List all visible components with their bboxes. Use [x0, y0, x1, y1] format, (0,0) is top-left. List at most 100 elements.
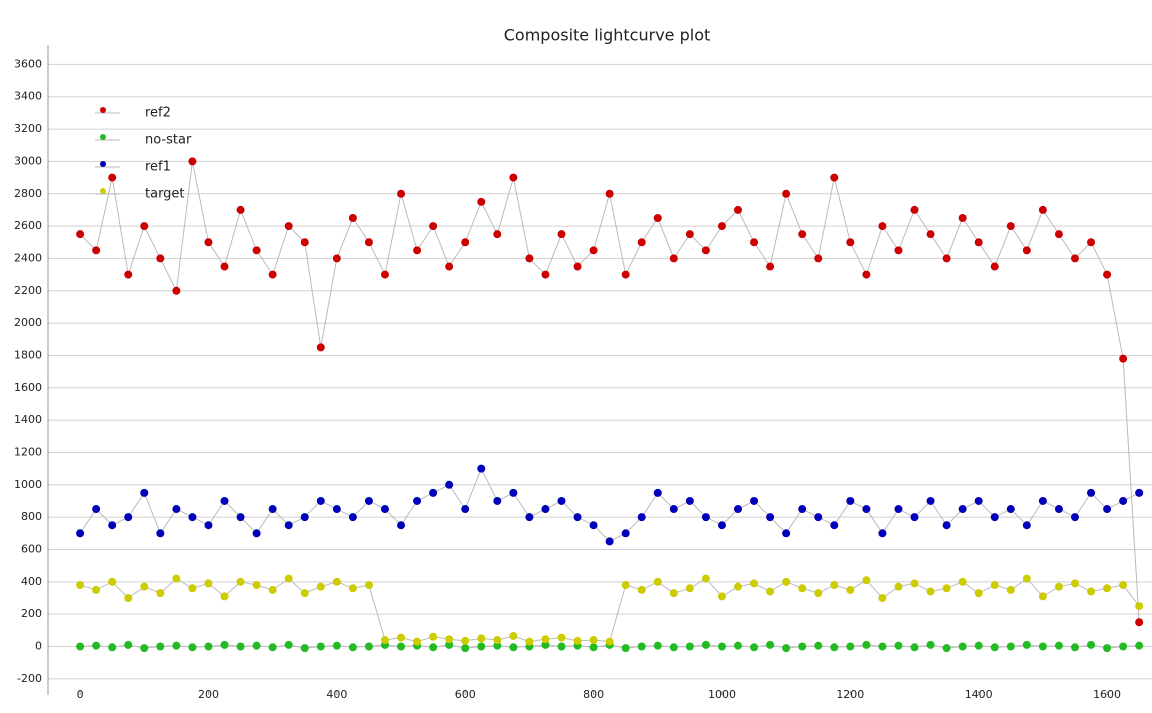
point — [1038, 205, 1047, 214]
point — [846, 238, 855, 247]
point — [798, 642, 807, 651]
point — [156, 254, 165, 263]
point — [830, 521, 839, 530]
point — [734, 582, 742, 591]
point — [669, 505, 678, 514]
x-tick-label: 1400 — [965, 688, 993, 701]
point — [910, 513, 919, 522]
legend-label: target — [145, 187, 185, 202]
point — [525, 513, 534, 522]
point — [348, 584, 357, 593]
point — [445, 262, 454, 271]
point — [477, 197, 486, 206]
point — [814, 513, 823, 522]
x-tick-label: 800 — [583, 688, 604, 701]
point — [750, 643, 759, 652]
point — [942, 644, 951, 653]
point — [493, 641, 502, 650]
point — [477, 634, 486, 643]
point — [156, 589, 165, 598]
point — [413, 496, 422, 505]
point — [204, 642, 213, 651]
point — [284, 640, 293, 649]
point — [958, 642, 967, 651]
point — [413, 246, 422, 255]
point — [348, 643, 357, 652]
y-tick-label: 1000 — [14, 478, 42, 491]
point — [140, 488, 149, 497]
point — [172, 286, 181, 295]
point — [1087, 587, 1096, 596]
point — [236, 205, 245, 214]
point — [685, 496, 694, 505]
point — [894, 246, 903, 255]
point — [766, 640, 775, 649]
point — [1022, 574, 1031, 583]
point — [300, 513, 309, 522]
point — [1006, 585, 1015, 594]
point — [1070, 579, 1079, 588]
point — [862, 640, 871, 649]
point — [701, 640, 710, 649]
point — [509, 643, 518, 652]
point — [621, 581, 630, 590]
point — [316, 642, 325, 651]
point — [605, 189, 614, 198]
point — [509, 173, 518, 182]
point — [204, 521, 213, 530]
point — [782, 189, 791, 198]
point — [750, 496, 759, 505]
point — [1135, 488, 1144, 497]
point — [1022, 246, 1031, 255]
point — [348, 513, 357, 522]
point — [268, 585, 277, 594]
point — [573, 262, 582, 271]
point — [477, 642, 486, 651]
point — [252, 246, 261, 255]
point — [1103, 584, 1112, 593]
point — [685, 230, 694, 239]
point — [701, 246, 710, 255]
point — [108, 643, 117, 652]
point — [669, 643, 678, 652]
point — [766, 587, 775, 596]
point — [1038, 496, 1047, 505]
point — [621, 644, 630, 653]
point — [782, 529, 791, 538]
point — [268, 643, 277, 652]
point — [926, 587, 935, 596]
point — [380, 270, 389, 279]
point — [445, 480, 454, 489]
point — [525, 254, 534, 263]
point — [1103, 505, 1112, 514]
y-tick-label: 600 — [21, 542, 42, 555]
point — [766, 262, 775, 271]
point — [413, 637, 422, 646]
point — [188, 584, 197, 593]
point — [461, 238, 470, 247]
point — [1135, 618, 1144, 627]
point — [156, 529, 165, 538]
point — [397, 521, 406, 530]
legend-marker — [100, 161, 106, 167]
y-tick-label: 2400 — [14, 251, 42, 264]
point — [445, 635, 454, 644]
point — [974, 589, 983, 598]
x-tick-label: 1200 — [836, 688, 864, 701]
point — [669, 589, 678, 598]
point — [798, 230, 807, 239]
point — [621, 270, 630, 279]
point — [493, 496, 502, 505]
point — [894, 641, 903, 650]
point — [1087, 238, 1096, 247]
point — [926, 230, 935, 239]
point — [284, 574, 293, 583]
y-tick-label: 2200 — [14, 284, 42, 297]
point — [332, 505, 341, 514]
point — [236, 513, 245, 522]
point — [942, 584, 951, 593]
point — [830, 643, 839, 652]
point — [782, 644, 791, 653]
